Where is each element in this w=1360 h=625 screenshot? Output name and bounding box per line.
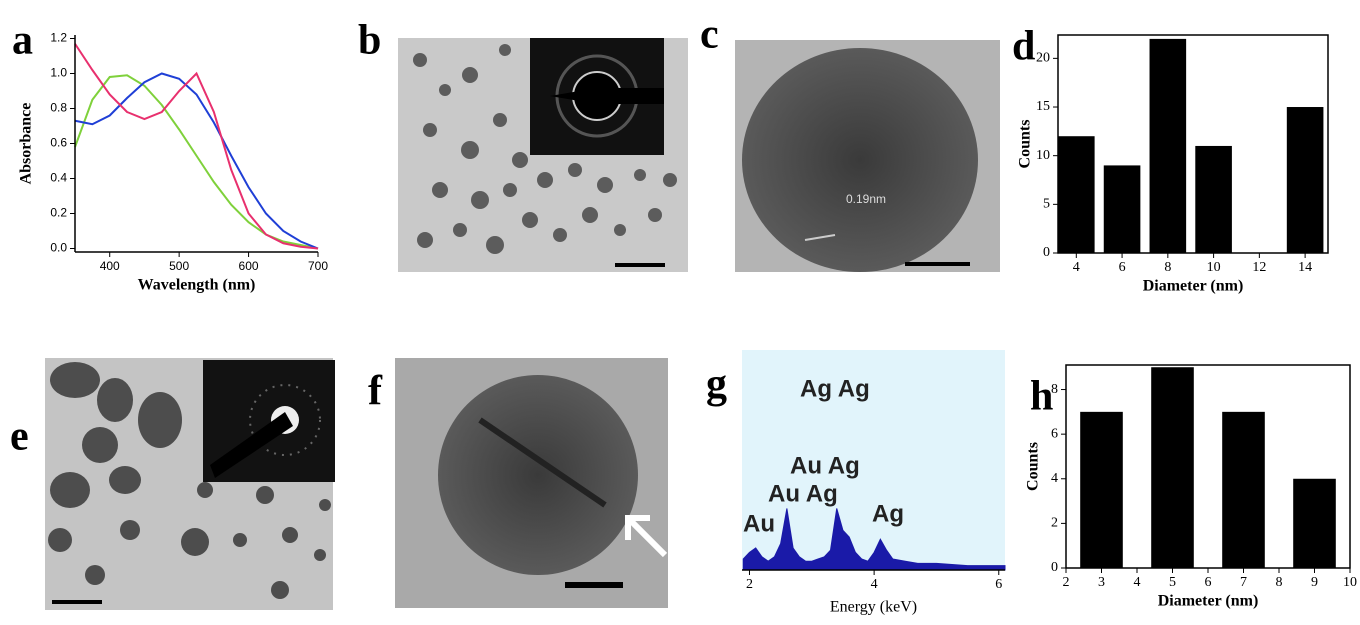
panel-label: h: [1030, 374, 1053, 420]
x-tick-label: 8: [1164, 260, 1171, 275]
line: [75, 74, 318, 249]
y-tick-label: 5: [1043, 197, 1050, 212]
x-tick-label: 2: [1063, 575, 1070, 590]
y-tick-label: 1.0: [50, 66, 67, 80]
panel-label: a: [12, 18, 33, 64]
bar: [1293, 479, 1336, 568]
bar: [1222, 412, 1265, 568]
x-tick-label: 6: [1205, 575, 1212, 590]
x-axis-label: Wavelength (nm): [138, 277, 256, 294]
panel-label: e: [10, 414, 29, 460]
y-tick-label: 0: [1043, 245, 1050, 260]
peak-annotation: Ag: [872, 500, 904, 527]
y-axis-label: Absorbance: [18, 103, 35, 185]
x-tick-label: 5: [1169, 575, 1176, 590]
tem-image-e: [45, 358, 335, 610]
peak-annotation: Au Ag: [790, 452, 860, 479]
peak-annotation: Ag Ag: [800, 375, 870, 402]
y-tick-label: 8: [1051, 382, 1058, 397]
page: {"panel_labels": ["a", "b", "c", "d", "e…: [0, 0, 1360, 625]
y-tick-label: 0.4: [50, 171, 67, 185]
y-tick-label: 0.8: [50, 101, 67, 115]
x-axis-label: Diameter (nm): [1143, 278, 1244, 295]
y-tick-label: 10: [1036, 148, 1050, 163]
x-tick-label: 2: [746, 577, 753, 592]
x-tick-label: 7: [1240, 575, 1247, 590]
x-tick-label: 10: [1343, 575, 1357, 590]
y-axis-label: Counts: [1025, 442, 1042, 491]
x-tick-label: 8: [1276, 575, 1283, 590]
x-tick-label: 4: [1073, 260, 1080, 275]
line: [75, 75, 318, 248]
hrtem-image-c: [735, 40, 1000, 272]
x-tick-label: 500: [169, 259, 189, 273]
y-tick-label: 0.2: [50, 206, 67, 220]
peak-annotation: Au: [743, 510, 775, 537]
y-tick-label: 0: [1051, 560, 1058, 575]
x-tick-label: 12: [1252, 260, 1266, 275]
bar: [1195, 146, 1232, 253]
panel-label: c: [700, 12, 719, 58]
x-tick-label: 700: [308, 259, 328, 273]
y-tick-label: 15: [1036, 99, 1050, 114]
bar: [1104, 165, 1141, 253]
x-tick-label: 3: [1098, 575, 1105, 590]
y-tick-label: 6: [1051, 426, 1058, 441]
hrtem-image-f: [395, 358, 668, 608]
y-tick-label: 20: [1036, 51, 1050, 66]
x-tick-label: 14: [1298, 260, 1312, 275]
x-tick-label: 4: [1134, 575, 1141, 590]
panel-label: d: [1012, 24, 1035, 70]
bar: [1150, 39, 1187, 253]
x-tick-label: 400: [100, 259, 120, 273]
y-tick-label: 0.0: [50, 241, 67, 255]
x-tick-label: 6: [995, 577, 1002, 592]
y-tick-label: 0.6: [50, 136, 67, 150]
figure: 0.19nm abcdefgh4005006007000.00.20.40.60…: [0, 0, 1360, 625]
y-tick-label: 1.2: [50, 31, 67, 45]
x-axis-label: Diameter (nm): [1158, 593, 1259, 610]
line: [75, 44, 318, 249]
x-axis-label: Energy (keV): [830, 599, 917, 616]
y-axis-label: Counts: [1017, 120, 1034, 169]
panel-label: g: [706, 362, 727, 408]
bar: [1058, 136, 1095, 253]
tem-image-b: [398, 38, 688, 272]
x-tick-label: 10: [1207, 260, 1221, 275]
y-tick-label: 4: [1051, 471, 1058, 486]
lattice-spacing: 0.19nm: [846, 192, 886, 206]
x-tick-label: 4: [871, 577, 878, 592]
panel-label: b: [358, 18, 381, 64]
x-tick-label: 6: [1119, 260, 1126, 275]
x-tick-label: 9: [1311, 575, 1318, 590]
y-tick-label: 2: [1051, 516, 1058, 531]
bar: [1287, 107, 1324, 253]
bar: [1151, 367, 1194, 568]
x-tick-label: 600: [239, 259, 259, 273]
bar: [1080, 412, 1123, 568]
peak-annotation: Au Ag: [768, 480, 838, 507]
panel-label: f: [368, 369, 383, 415]
